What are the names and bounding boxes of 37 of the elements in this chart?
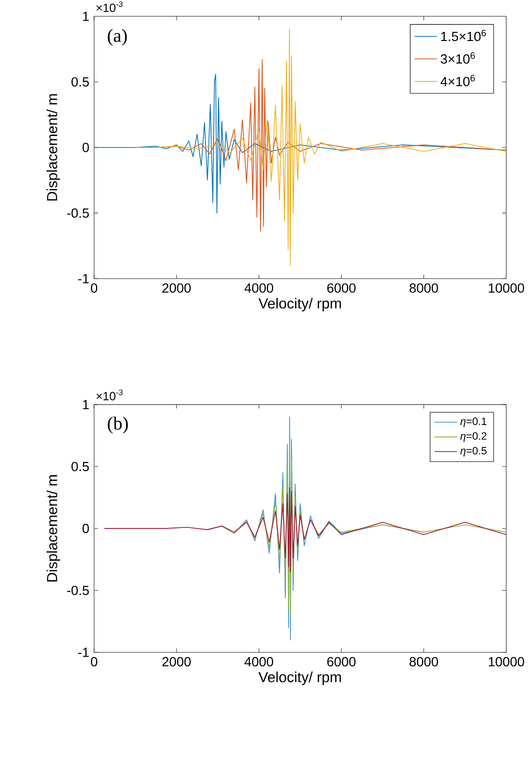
- x-tick-label: 10000: [488, 283, 524, 293]
- y-tick-label: 1: [83, 12, 89, 21]
- legend-label: η=0.5: [460, 446, 486, 457]
- legend-label: η=0.2: [460, 432, 486, 442]
- y-tick-label: -1: [78, 648, 89, 657]
- x-tick-label: 2000: [162, 283, 191, 293]
- x-tick-label: 4000: [244, 657, 274, 666]
- y-tick-label: 1: [83, 400, 89, 410]
- x-tick-label: 10000: [488, 657, 524, 666]
- x-tick-label: 8000: [410, 657, 438, 666]
- line-series: [134, 29, 506, 266]
- text: ×10$^{-3}$: [96, 390, 123, 400]
- y-tick-label: -1: [78, 274, 89, 284]
- y-tick-label: -0.5: [67, 208, 89, 218]
- x-axis-title: Velocity/ rpm: [258, 298, 341, 312]
- y-tick-label: 0.5: [71, 462, 89, 472]
- annotation: (a): [108, 28, 127, 46]
- x-tick-label: 8000: [410, 283, 438, 293]
- text: ×10$^{-3}$: [96, 1, 123, 12]
- x-tick-label: 4000: [244, 283, 274, 293]
- annotation: (b): [108, 416, 128, 434]
- x-tick-label: 0: [90, 657, 98, 666]
- legend-label: 4×10$^{6}$: [440, 74, 475, 86]
- y-tick-label: 0.5: [71, 77, 89, 87]
- y-tick-label: -0.5: [67, 586, 89, 596]
- legend-label: 1.5×10$^{6}$: [441, 30, 486, 42]
- x-tick-label: 0: [90, 283, 98, 293]
- x-tick-label: 6000: [327, 283, 356, 293]
- x-axis-title: Velocity/ rpm: [258, 672, 341, 686]
- x-tick-label: 6000: [327, 657, 356, 666]
- y-axis-title: Displacement/ m: [46, 475, 60, 582]
- y-tick-label: 0: [82, 524, 89, 534]
- legend-label: η=0.1: [460, 418, 486, 428]
- legend-label: 3×10$^{6}$: [440, 52, 475, 64]
- y-tick-label: 0: [82, 142, 89, 152]
- y-axis-title: Displacement/ m: [46, 94, 60, 201]
- x-tick-label: 2000: [162, 657, 191, 666]
